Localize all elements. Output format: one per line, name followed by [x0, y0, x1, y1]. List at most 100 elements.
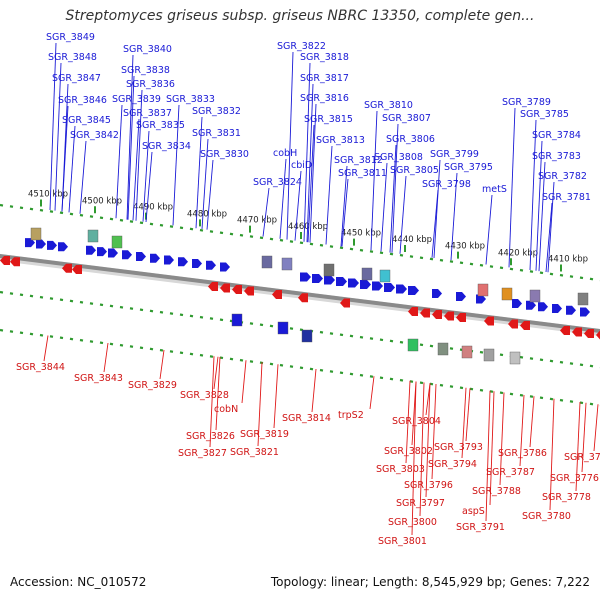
forward-gene-label[interactable]: SGR_3849	[46, 32, 95, 43]
reverse-gene-arrow[interactable]	[520, 321, 530, 330]
reverse-gene-label[interactable]: aspS	[462, 506, 485, 517]
reverse-gene-label[interactable]: SGR_3829	[128, 380, 177, 391]
forward-gene-label[interactable]: SGR_3813	[316, 135, 365, 146]
forward-gene-label[interactable]: SGR_3834	[142, 141, 191, 152]
forward-gene-label[interactable]: SGR_3789	[502, 97, 551, 108]
forward-gene-arrow[interactable]	[25, 238, 35, 248]
forward-gene-label[interactable]: SGR_3783	[532, 151, 581, 162]
forward-gene-label[interactable]: SGR_3781	[542, 192, 591, 203]
reverse-gene-label[interactable]: SGR_3804	[392, 416, 441, 427]
forward-gene-arrow[interactable]	[86, 245, 96, 255]
forward-gene-arrow[interactable]	[136, 252, 146, 261]
forward-gene-arrow[interactable]	[150, 253, 160, 263]
forward-gene-label[interactable]: cobH	[273, 148, 297, 159]
forward-gene-label[interactable]: SGR_3824	[253, 177, 302, 188]
forward-gene-arrow[interactable]	[300, 272, 311, 282]
forward-gene-arrow[interactable]	[47, 240, 57, 250]
forward-gene-label[interactable]: SGR_3805	[390, 165, 439, 176]
reverse-gene-arrow[interactable]	[10, 257, 20, 267]
forward-gene-label[interactable]: SGR_3831	[192, 128, 241, 139]
reverse-gene-arrow[interactable]	[62, 263, 72, 273]
forward-gene-arrow[interactable]	[312, 274, 323, 283]
reverse-gene-label[interactable]: SGR_3778	[542, 492, 591, 503]
forward-gene-label[interactable]: SGR_3832	[192, 106, 241, 117]
forward-gene-label[interactable]: metS	[482, 184, 507, 195]
forward-gene-arrow[interactable]	[552, 304, 562, 313]
forward-gene-arrow[interactable]	[206, 260, 216, 270]
reverse-gene-arrow[interactable]	[208, 282, 218, 291]
reverse-gene-arrow[interactable]	[572, 327, 582, 337]
forward-gene-label[interactable]: SGR_3815	[304, 114, 353, 125]
forward-gene-arrow[interactable]	[122, 250, 132, 260]
forward-gene-arrow[interactable]	[456, 292, 466, 301]
reverse-gene-label[interactable]: SGR_3821	[230, 447, 279, 458]
reverse-gene-arrow[interactable]	[596, 330, 600, 340]
reverse-gene-label[interactable]: SGR_3796	[404, 480, 453, 491]
forward-gene-label[interactable]: SGR_3784	[532, 130, 581, 141]
forward-gene-arrow[interactable]	[58, 242, 68, 252]
forward-gene-label[interactable]: SGR_3833	[166, 94, 215, 105]
forward-gene-label[interactable]: SGR_3839	[112, 94, 161, 105]
forward-gene-arrow[interactable]	[372, 281, 383, 291]
reverse-gene-label[interactable]: SGR_3828	[180, 390, 229, 401]
reverse-gene-label[interactable]: SGR_3827	[178, 448, 227, 459]
reverse-gene-arrow[interactable]	[244, 286, 254, 296]
forward-gene-arrow[interactable]	[432, 289, 442, 298]
forward-gene-arrow[interactable]	[512, 299, 522, 308]
forward-gene-arrow[interactable]	[566, 305, 576, 315]
forward-gene-label[interactable]: SGR_3848	[48, 52, 97, 63]
reverse-gene-arrow[interactable]	[220, 283, 230, 293]
forward-gene-arrow[interactable]	[408, 286, 419, 295]
reverse-gene-label[interactable]: SGR_3793	[434, 442, 483, 453]
reverse-gene-label[interactable]: SGR_3843	[74, 373, 123, 384]
forward-gene-arrow[interactable]	[108, 248, 118, 258]
forward-gene-arrow[interactable]	[476, 294, 486, 304]
reverse-gene-arrow[interactable]	[232, 285, 242, 294]
reverse-gene-label[interactable]: SGR_3775	[564, 452, 600, 463]
forward-gene-label[interactable]: SGR_3782	[538, 171, 587, 182]
reverse-gene-label[interactable]: SGR_3791	[456, 522, 505, 533]
forward-gene-label[interactable]: SGR_3837	[123, 108, 172, 119]
reverse-gene-arrow[interactable]	[508, 319, 518, 329]
reverse-gene-label[interactable]: SGR_3780	[522, 511, 571, 522]
forward-gene-label[interactable]: SGR_3817	[300, 73, 349, 84]
forward-gene-label[interactable]: SGR_3798	[422, 179, 471, 190]
forward-gene-label[interactable]: SGR_3795	[444, 162, 493, 173]
reverse-gene-label[interactable]: SGR_3814	[282, 413, 331, 424]
reverse-gene-label[interactable]: SGR_3802	[384, 446, 433, 457]
forward-gene-label[interactable]: SGR_3812	[334, 155, 383, 166]
forward-gene-label[interactable]: SGR_3811	[338, 168, 387, 179]
forward-gene-arrow[interactable]	[220, 262, 230, 272]
reverse-gene-label[interactable]: trpS2	[338, 410, 364, 421]
reverse-gene-label[interactable]: SGR_3844	[16, 362, 65, 373]
reverse-gene-arrow[interactable]	[272, 290, 282, 299]
reverse-gene-arrow[interactable]	[560, 326, 570, 335]
forward-gene-arrow[interactable]	[360, 280, 371, 289]
reverse-gene-arrow[interactable]	[340, 298, 350, 308]
reverse-gene-label[interactable]: SGR_3819	[240, 429, 289, 440]
forward-gene-arrow[interactable]	[526, 300, 536, 310]
reverse-gene-label[interactable]: SGR_3801	[378, 536, 427, 547]
forward-gene-label[interactable]: SGR_3836	[126, 79, 175, 90]
forward-gene-label[interactable]: SGR_3840	[123, 44, 172, 55]
reverse-gene-arrow[interactable]	[408, 307, 418, 316]
reverse-gene-arrow[interactable]	[72, 265, 82, 274]
forward-gene-label[interactable]: SGR_3822	[277, 41, 326, 52]
forward-gene-arrow[interactable]	[336, 277, 347, 286]
reverse-gene-label[interactable]: SGR_3803	[376, 464, 425, 475]
reverse-gene-arrow[interactable]	[0, 256, 10, 265]
forward-gene-arrow[interactable]	[97, 247, 107, 257]
reverse-gene-label[interactable]: SGR_3787	[486, 467, 535, 478]
reverse-gene-arrow[interactable]	[444, 311, 454, 321]
forward-gene-arrow[interactable]	[324, 275, 335, 285]
forward-gene-label[interactable]: SGR_3842	[70, 130, 119, 141]
forward-gene-arrow[interactable]	[538, 302, 548, 312]
forward-gene-label[interactable]: SGR_3818	[300, 52, 349, 63]
reverse-gene-arrow[interactable]	[298, 293, 308, 303]
forward-gene-arrow[interactable]	[396, 284, 407, 294]
forward-gene-label[interactable]: SGR_3808	[374, 152, 423, 163]
forward-gene-label[interactable]: SGR_3845	[62, 115, 111, 126]
forward-gene-label[interactable]: SGR_3810	[364, 100, 413, 111]
reverse-gene-label[interactable]: SGR_3776	[550, 473, 599, 484]
forward-gene-label[interactable]: cbiD	[291, 160, 312, 171]
